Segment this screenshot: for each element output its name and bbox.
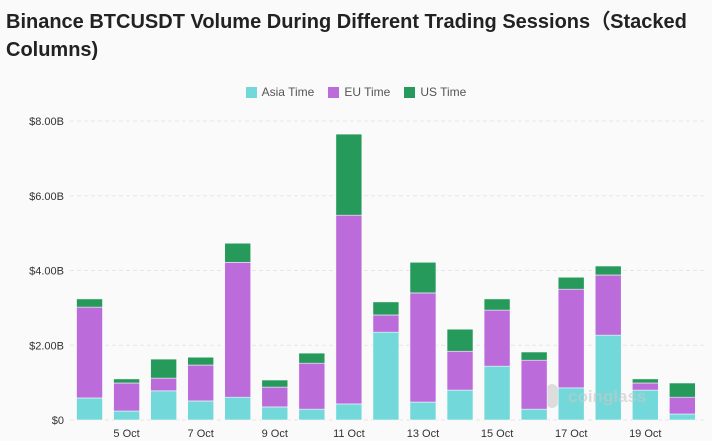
- bar-us-time: [335, 133, 363, 216]
- bar-us-time: [557, 276, 585, 290]
- bar-eu-time: [520, 359, 548, 410]
- x-tick-label: 5 Oct: [113, 428, 139, 440]
- bar-eu-time: [261, 386, 289, 408]
- legend-label: US Time: [420, 85, 467, 99]
- bar-eu-time: [372, 314, 400, 333]
- bar-us-time: [669, 382, 696, 398]
- x-tick-label: 15 Oct: [481, 428, 513, 440]
- y-tick-label: $0: [52, 415, 64, 427]
- bar-us-time: [113, 378, 140, 384]
- bar-us-time: [76, 298, 103, 308]
- x-tick-label: 13 Oct: [407, 428, 439, 440]
- bar-eu-time: [298, 362, 326, 410]
- x-tick-label: 7 Oct: [188, 428, 214, 440]
- bar-asia-time: [113, 410, 140, 421]
- bar-eu-time: [483, 309, 511, 367]
- bar-us-time: [594, 265, 622, 276]
- y-tick-label: $4.00B: [29, 266, 64, 278]
- bar-asia-time: [409, 401, 437, 421]
- bar-us-time: [409, 261, 437, 294]
- bar-us-time: [520, 351, 548, 361]
- bar-asia-time: [372, 331, 400, 421]
- bar-us-time: [631, 378, 659, 384]
- bar-asia-time: [594, 334, 622, 421]
- bar-eu-time: [187, 364, 214, 402]
- bar-us-time: [298, 352, 326, 364]
- legend-swatch: [328, 86, 340, 98]
- bar-asia-time: [631, 389, 659, 421]
- bar-us-time: [446, 328, 474, 352]
- bar-us-time: [150, 358, 177, 379]
- x-tick-label: 17 Oct: [555, 428, 587, 440]
- bar-asia-time: [669, 413, 696, 421]
- bar-eu-time: [409, 292, 437, 403]
- bar-eu-time: [594, 274, 622, 336]
- bar-eu-time: [335, 214, 363, 405]
- bar-asia-time: [483, 365, 511, 421]
- legend-item-eu-time[interactable]: EU Time: [328, 85, 390, 99]
- bar-us-time: [187, 356, 214, 366]
- bar-asia-time: [76, 397, 103, 421]
- legend: Asia Time EU Time US Time: [0, 85, 712, 99]
- bar-asia-time: [557, 387, 585, 421]
- bar-eu-time: [76, 306, 103, 399]
- y-tick-label: $2.00B: [29, 340, 64, 352]
- bar-us-time: [483, 298, 511, 311]
- bar-asia-time: [187, 400, 214, 421]
- bar-asia-time: [150, 390, 177, 421]
- y-tick-label: $6.00B: [29, 191, 64, 203]
- bar-eu-time: [150, 377, 177, 392]
- bar-us-time: [372, 301, 400, 316]
- bar-eu-time: [557, 288, 585, 389]
- bar-eu-time: [224, 261, 252, 398]
- chart-title: Binance BTCUSDT Volume During Different …: [6, 11, 687, 61]
- watermark-logo: coinglass: [568, 387, 646, 406]
- legend-swatch: [245, 86, 257, 98]
- bar-us-time: [261, 379, 289, 388]
- legend-item-us-time[interactable]: US Time: [404, 85, 466, 99]
- x-tick-label: 19 Oct: [629, 428, 661, 440]
- bar-asia-time: [224, 396, 252, 421]
- legend-label: EU Time: [344, 85, 391, 99]
- watermark-icon: [544, 384, 560, 408]
- bar-us-time: [224, 242, 252, 263]
- bar-asia-time: [520, 408, 548, 421]
- bar-eu-time: [113, 382, 140, 412]
- bar-asia-time: [446, 389, 474, 421]
- y-tick-label: $8.00B: [29, 116, 64, 128]
- bar-asia-time: [261, 406, 289, 421]
- x-tick-label: 11 Oct: [333, 428, 365, 440]
- legend-label: Asia Time: [261, 85, 315, 99]
- x-tick-label: 9 Oct: [262, 428, 288, 440]
- legend-swatch: [404, 86, 416, 98]
- bar-asia-time: [298, 408, 326, 421]
- legend-item-asia-time[interactable]: Asia Time: [245, 85, 315, 99]
- bar-eu-time: [669, 396, 696, 415]
- bar-asia-time: [335, 403, 363, 421]
- bar-eu-time: [446, 350, 474, 391]
